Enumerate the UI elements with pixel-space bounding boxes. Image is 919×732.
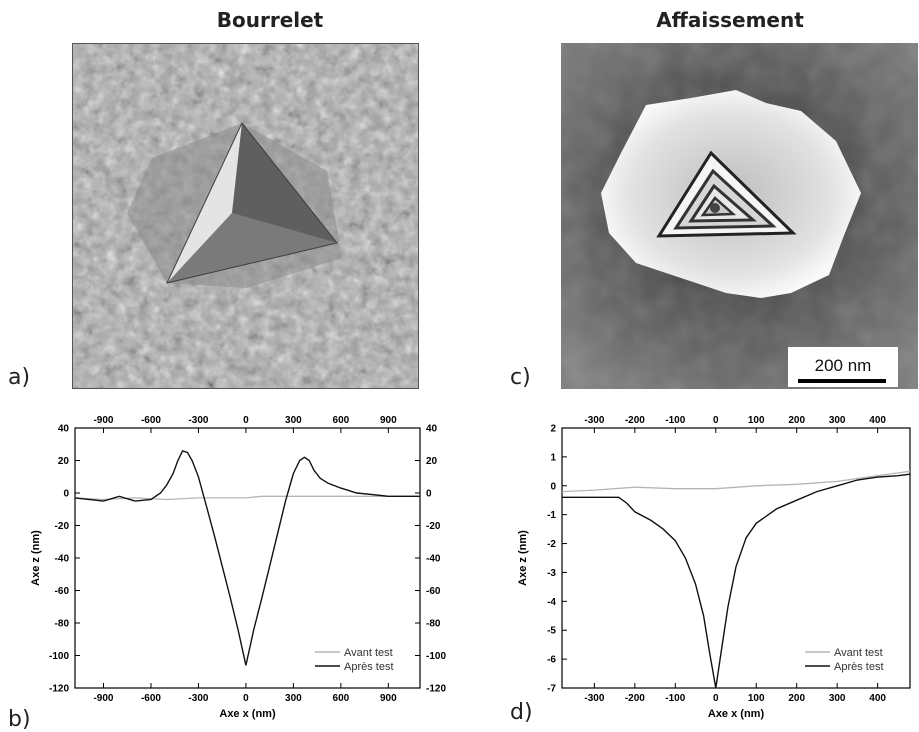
y-tick-label-right: -80 xyxy=(426,619,441,630)
y-tick-label-right: 20 xyxy=(426,456,438,467)
x-tick-label-top: -300 xyxy=(188,415,208,426)
x-tick-label: 100 xyxy=(748,693,765,704)
y-tick-label-right: -100 xyxy=(426,651,446,662)
series-line-avant-test xyxy=(74,495,420,501)
y-tick-label-right: -20 xyxy=(426,521,441,532)
x-tick-label: 400 xyxy=(869,693,886,704)
x-tick-label-top: 600 xyxy=(333,415,350,426)
x-tick-label: -300 xyxy=(584,693,604,704)
legend-entry: Après test xyxy=(344,661,394,673)
x-tick-label-top: 0 xyxy=(243,415,249,426)
x-tick-label-top: -300 xyxy=(584,415,604,426)
plot-frame xyxy=(561,427,911,689)
x-tick-label-top: 0 xyxy=(713,415,719,426)
series-line-apres-test xyxy=(74,449,420,666)
y-tick-label: -3 xyxy=(547,568,556,579)
y-tick-label-right: 40 xyxy=(426,424,438,435)
series-line-apres-test xyxy=(562,473,911,689)
x-tick-label-top: 200 xyxy=(788,415,805,426)
x-axis-label: Axe x (nm) xyxy=(708,708,765,720)
y-tick-label: 2 xyxy=(550,424,556,435)
scale-bar-label: 200 nm xyxy=(815,356,872,375)
x-tick-label-top: -600 xyxy=(141,415,161,426)
y-tick-label: -100 xyxy=(49,651,69,662)
y-tick-label: 1 xyxy=(550,452,556,463)
y-tick-label: -80 xyxy=(55,619,70,630)
x-tick-label-top: -900 xyxy=(93,415,113,426)
x-tick-label: 0 xyxy=(243,693,249,704)
x-tick-label: -100 xyxy=(665,693,685,704)
x-tick-label: 300 xyxy=(285,693,302,704)
heading-bourrelet: Bourrelet xyxy=(216,8,324,32)
x-tick-label: 0 xyxy=(713,693,719,704)
x-tick-label: 300 xyxy=(829,693,846,704)
y-axis-label: Axe z (nm) xyxy=(517,530,529,586)
afm-image-affaissement: 200 nm xyxy=(561,43,918,389)
scale-bar xyxy=(798,379,886,383)
chart-b-line-profile: -900-900-600-600-300-3000030030060060090… xyxy=(30,415,446,720)
heading-affaissement: Affaissement xyxy=(656,8,804,32)
x-tick-label-top: -200 xyxy=(625,415,645,426)
x-tick-label-top: 300 xyxy=(285,415,302,426)
x-tick-label: 900 xyxy=(380,693,397,704)
y-tick-label-right: -40 xyxy=(426,554,441,565)
y-tick-label: -20 xyxy=(55,521,70,532)
x-tick-label-top: 900 xyxy=(380,415,397,426)
legend-entry: Avant test xyxy=(344,647,393,659)
y-tick-label: -1 xyxy=(547,510,556,521)
panel-letter-a: a) xyxy=(8,365,31,390)
y-tick-label: -6 xyxy=(547,655,556,666)
y-tick-label: 40 xyxy=(58,424,70,435)
x-tick-label-top: -100 xyxy=(665,415,685,426)
x-tick-label-top: 100 xyxy=(748,415,765,426)
y-tick-label: -40 xyxy=(55,554,70,565)
chart-d-line-profile: -300 -300 -200 -200 -100 -100 0 0 100 100 200 200 30… xyxy=(517,415,911,720)
y-tick-label: -2 xyxy=(547,539,556,550)
legend-entry: Avant test xyxy=(834,647,883,659)
x-tick-label-top: 400 xyxy=(869,415,886,426)
panel-letter-d: d) xyxy=(510,700,533,725)
x-tick-label: -300 xyxy=(188,693,208,704)
y-tick-label: 0 xyxy=(550,481,556,492)
x-tick-label: 200 xyxy=(788,693,805,704)
y-tick-label: 0 xyxy=(63,489,69,500)
y-tick-label-right: -120 xyxy=(426,684,446,695)
y-tick-label: -120 xyxy=(49,684,69,695)
x-tick-label: -900 xyxy=(93,693,113,704)
panel-letter-c: c) xyxy=(510,365,531,390)
x-tick-label-top: 300 xyxy=(829,415,846,426)
legend-entry: Après test xyxy=(834,661,884,673)
panel-letter-b: b) xyxy=(8,707,31,732)
y-axis-label: Axe z (nm) xyxy=(30,530,42,586)
x-tick-label: -600 xyxy=(141,693,161,704)
x-axis-label: Axe x (nm) xyxy=(219,708,276,720)
y-tick-label: 20 xyxy=(58,456,70,467)
y-tick-label: -7 xyxy=(547,684,556,695)
series-line-avant-test xyxy=(561,470,911,493)
afm-image-bourrelet xyxy=(72,43,419,389)
y-tick-label-right: 0 xyxy=(426,489,432,500)
x-tick-label: 600 xyxy=(333,693,350,704)
x-tick-label: -200 xyxy=(625,693,645,704)
y-tick-label: -60 xyxy=(55,586,70,597)
y-tick-label-right: -60 xyxy=(426,586,441,597)
y-tick-label: -5 xyxy=(547,626,556,637)
y-tick-label: -4 xyxy=(547,597,556,608)
